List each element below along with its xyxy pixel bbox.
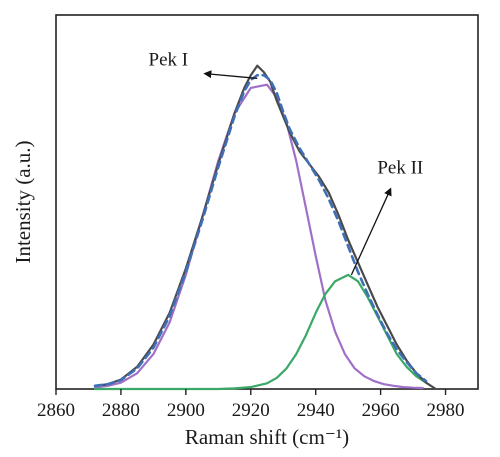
curves (93, 64, 437, 391)
annotations: Pek I Pek II (149, 50, 423, 276)
x-tick-label: 2980 (427, 400, 465, 421)
x-axis-ticks (55, 389, 447, 395)
x-tick-label: 2940 (297, 400, 335, 421)
y-axis-label: Intensity (a.u.) (11, 140, 35, 263)
x-tick-label: 2920 (232, 400, 270, 421)
measured-line (93, 64, 437, 391)
x-axis-tick-labels: 2860 2880 2900 2920 2940 2960 2980 (37, 400, 465, 421)
x-tick-label: 2880 (102, 400, 140, 421)
pek-i-arrow (203, 70, 258, 80)
pek-ii-label: Pek II (377, 157, 423, 178)
fit-sum-line (93, 73, 428, 388)
x-tick-label: 2960 (362, 400, 400, 421)
plot-frame (55, 14, 479, 390)
x-tick-label: 2860 (37, 400, 75, 421)
pek-i-line (93, 83, 424, 390)
x-axis-label: Raman shift (cm⁻¹) (185, 425, 349, 449)
pek-ii-arrow (350, 187, 392, 276)
plot-border (55, 14, 479, 390)
pek-ii-line (93, 273, 428, 391)
x-tick-label: 2900 (167, 400, 205, 421)
pek-i-label: Pek I (149, 50, 189, 71)
